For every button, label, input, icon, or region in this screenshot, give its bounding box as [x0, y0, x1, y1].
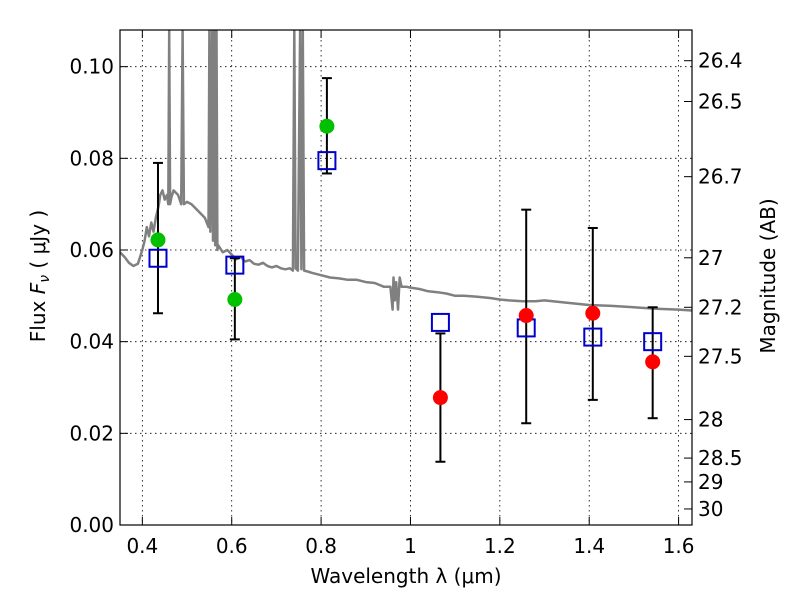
y-tick-label-4: 0.08 [69, 146, 114, 170]
y-tick-labels: 0.00 0.02 0.04 0.06 0.08 0.10 [69, 55, 114, 537]
x-tick-label-6: 1.6 [663, 534, 695, 558]
x-tick-label-5: 1.4 [573, 534, 605, 558]
y-tick-label-0: 0.00 [69, 513, 114, 537]
mag-tick-label-1: 26.5 [698, 90, 743, 114]
mag-tick-label-9: 30 [698, 497, 723, 521]
square-marker-3 [430, 312, 450, 332]
green-point-2 [319, 118, 335, 134]
mag-tick-label-6: 28 [698, 408, 723, 432]
x-tick-label-2: 0.8 [305, 534, 337, 558]
plot-frame [119, 29, 693, 526]
mag-tick-label-7: 28.5 [698, 446, 743, 470]
mag-tick-label-8: 29 [698, 470, 723, 494]
y-tick-label-3: 0.06 [69, 238, 114, 262]
magnitude-tick-labels: 26.4 26.5 26.7 27 27.2 27.5 28 28.529 30 [698, 49, 743, 521]
y-axis-label-suffix: ( μJy ) [26, 210, 50, 275]
red-point-2 [585, 305, 601, 321]
red-point-3 [645, 354, 661, 370]
mag-tick-label-2: 26.7 [698, 165, 743, 189]
template-sed [120, 30, 692, 312]
x-tick-label-1: 0.6 [216, 534, 248, 558]
red-point-1 [518, 308, 534, 324]
square-markers [148, 151, 663, 352]
square-marker-1 [225, 255, 245, 275]
template-sed-line [120, 30, 692, 312]
x-tick-label-0: 0.4 [126, 534, 158, 558]
green-point-0 [150, 232, 166, 248]
mag-tick-label-0: 26.4 [698, 49, 743, 73]
square-marker-2 [317, 151, 337, 171]
magnitude-axis-label: Magnitude (AB) [756, 198, 780, 353]
plot-frame-rect [119, 29, 693, 526]
x-tick-label-4: 1.2 [484, 534, 516, 558]
y-axis-label: Flux Fν ( μJy ) [26, 210, 53, 342]
red-point-0 [432, 390, 448, 406]
point-markers [150, 118, 661, 406]
green-point-1 [227, 292, 243, 307]
square-marker-6 [643, 332, 663, 352]
y-tick-label-5: 0.10 [69, 55, 114, 79]
y-tick-label-2: 0.04 [69, 330, 114, 354]
mag-tick-label-5: 27.5 [698, 344, 743, 368]
y-axis-label-symbol: F [26, 282, 50, 294]
square-marker-0 [148, 248, 168, 268]
mag-tick-label-3: 27 [698, 246, 723, 270]
x-tick-label-3: 1 [404, 534, 417, 558]
mag-tick-label-4: 27.2 [698, 295, 743, 319]
x-axis-label: Wavelength λ (μm) [310, 564, 501, 588]
y-axis-label-subscript: ν [37, 275, 53, 283]
y-tick-label-1: 0.02 [69, 421, 114, 445]
square-marker-5 [583, 327, 603, 347]
x-tick-labels: 0.4 0.6 0.8 1 1.2 1.4 1.6 [126, 534, 694, 558]
y-axis-label-prefix: Flux [26, 294, 50, 342]
